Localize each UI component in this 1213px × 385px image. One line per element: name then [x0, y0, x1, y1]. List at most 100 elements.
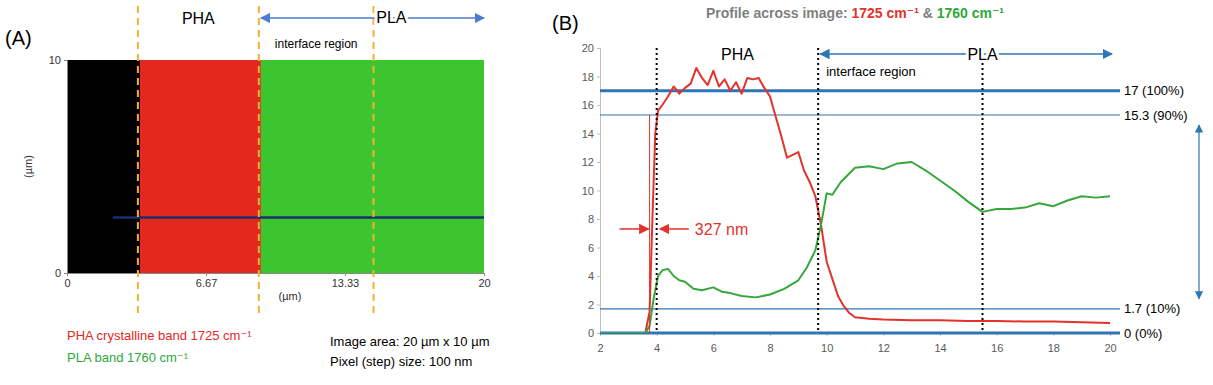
note: Image area: 20 µm x 10 µm [330, 334, 490, 349]
tick: 8 [767, 333, 773, 354]
tick-label: 8 [588, 213, 594, 225]
tick: 10 [49, 54, 67, 66]
tick-mark [206, 273, 207, 276]
tick-mark [597, 105, 600, 106]
region-label: interface region [826, 64, 916, 79]
tick-label: 2 [597, 342, 603, 354]
tick: 0 [55, 267, 67, 279]
tick-mark [597, 219, 600, 220]
axis: 0 2 4 6 8 10 12 14 16 18 20 [582, 42, 601, 339]
tick-mark [597, 162, 600, 163]
boundary-line [817, 48, 819, 333]
reference-line [600, 308, 1120, 309]
tick-mark [64, 60, 67, 61]
legend-label: PHA crystalline band 1725 cm⁻¹ [67, 328, 252, 343]
tick-mark [597, 191, 600, 192]
span-arrow [261, 17, 484, 19]
panel-label: (A) [5, 27, 32, 49]
title-part: Profile across image: [706, 5, 852, 21]
tick-mark [597, 333, 600, 334]
tick-label: 10 [49, 54, 61, 66]
series-line [600, 68, 1110, 333]
tick-label: 16 [582, 99, 594, 111]
tick: 8 [588, 213, 600, 225]
boundary-line [982, 48, 984, 333]
reference-line [600, 114, 1120, 115]
axis-line [597, 49, 601, 334]
measure-arrow [660, 228, 689, 230]
axis: 06.6713.3320 [64, 273, 490, 289]
tick: 20 [582, 42, 600, 54]
tick: 12 [878, 333, 890, 354]
image-area [67, 60, 484, 273]
region [67, 60, 140, 273]
region-label: interface region [275, 37, 358, 51]
tick-mark [64, 273, 67, 274]
measure-label: 327 nm [695, 221, 748, 238]
tick: 10 [821, 333, 833, 354]
boundary-line [258, 6, 260, 318]
tick-label: 6 [588, 242, 594, 254]
tick-label: 0 [588, 327, 594, 339]
tick-mark [597, 276, 600, 277]
region-label: PLA [376, 9, 407, 26]
tick: 0 [64, 273, 70, 289]
legend-label: PLA band 1760 cm⁻¹ [67, 350, 189, 365]
tick-label: 12 [878, 342, 890, 354]
tick: 4 [588, 270, 600, 282]
tick-mark [597, 77, 600, 78]
profile-line [113, 216, 484, 219]
axis-line [68, 274, 485, 277]
span-arrow [820, 53, 1112, 55]
region [261, 60, 484, 273]
tick-label: 0 [55, 267, 61, 279]
tick: 4 [654, 333, 660, 354]
tick-mark [345, 273, 346, 276]
tick-mark [597, 305, 600, 306]
tick: 16 [991, 333, 1003, 354]
tick-mark [597, 48, 600, 49]
y-axis-label: (µm) [22, 155, 34, 178]
region-label: PHA [721, 46, 754, 63]
tick: 18 [582, 71, 600, 83]
plot-area [600, 68, 1110, 333]
figure: (A)06.6713.3320010(µm)(µm)PHAPLAinterfac… [0, 0, 1213, 385]
range-arrow [1198, 125, 1199, 299]
reference-line [600, 332, 1120, 335]
region [140, 60, 261, 273]
tick-label: 13.33 [332, 277, 360, 289]
tick-label: 20 [582, 42, 594, 54]
tick-label: 4 [654, 342, 660, 354]
tick: 2 [597, 333, 603, 354]
boundary-line [372, 6, 374, 318]
region-label: PHA [182, 10, 215, 27]
title-part: & [919, 5, 937, 21]
reference-label: 1.7 (10%) [1124, 301, 1180, 316]
tick-label: 14 [934, 342, 946, 354]
tick-label: 0 [64, 277, 70, 289]
measure-arrow [620, 228, 649, 230]
tick: 16 [582, 99, 600, 111]
tick: 12 [582, 156, 600, 168]
tick: 20 [478, 273, 490, 289]
tick: 10 [582, 185, 600, 197]
axis: 0 10 [49, 54, 68, 279]
tick-label: 6 [711, 342, 717, 354]
tick-label: 12 [582, 156, 594, 168]
tick-label: 2 [588, 299, 594, 311]
tick: 18 [1048, 333, 1060, 354]
tick-label: 10 [582, 185, 594, 197]
tick: 14 [582, 128, 600, 140]
tick: 6 [588, 242, 600, 254]
tick-label: 8 [767, 342, 773, 354]
tick-mark [597, 248, 600, 249]
x-axis-label: (µm) [279, 290, 302, 302]
panel-label: (B) [552, 12, 579, 34]
tick: 2 [588, 299, 600, 311]
tick-label: 20 [478, 277, 490, 289]
tick-label: 4 [588, 270, 594, 282]
tick-label: 10 [821, 342, 833, 354]
tick: 13.33 [332, 273, 360, 289]
tick-mark [484, 273, 485, 276]
boundary-line [137, 6, 139, 318]
